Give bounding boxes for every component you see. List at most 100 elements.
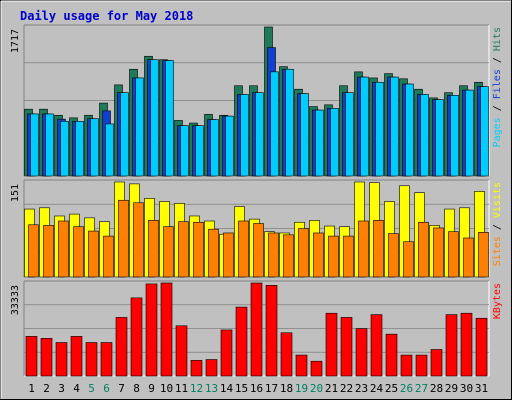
bar-kbytes-day-13 <box>205 359 218 377</box>
x-axis-labels: 1 2 3 4 5 6 7 8 9 10 11 12 13 14 15 16 17 18 19 20 21 22 23 24 2… <box>28 382 488 395</box>
bar-kbytes-day-20 <box>310 360 323 377</box>
x-tick-label-day-9: 9 <box>148 382 155 395</box>
bar-pages-day-25 <box>390 76 399 177</box>
bar-pages-day-26 <box>405 83 414 177</box>
bar-pages-day-2 <box>45 113 54 177</box>
bar-pages-day-4 <box>75 121 84 177</box>
x-tick-label-day-12: 12 <box>190 382 203 395</box>
bar-kbytes-day-15 <box>235 306 248 377</box>
bar-sites-day-7 <box>118 199 129 278</box>
bar-pages-day-24 <box>375 81 384 177</box>
x-tick-label-day-8: 8 <box>133 382 140 395</box>
panel-legend: Pages / Files / Hits <box>492 27 503 147</box>
bar-pages-day-18 <box>285 68 294 177</box>
bar-kbytes-day-3 <box>55 342 68 377</box>
x-tick-label-day-21: 21 <box>325 382 338 395</box>
panel-middle: 151 Sites / Visits <box>10 179 503 278</box>
bar-kbytes-day-22 <box>340 317 353 377</box>
bar-kbytes-day-9 <box>145 283 158 377</box>
bar-sites-day-28 <box>433 227 444 278</box>
bar-kbytes-day-29 <box>445 314 458 377</box>
bar-kbytes-day-6 <box>100 342 113 377</box>
bar-kbytes-day-10 <box>160 282 173 377</box>
bar-kbytes-day-23 <box>355 328 368 377</box>
bar-kbytes-day-12 <box>190 360 203 377</box>
legend-separator: / <box>492 218 503 236</box>
bar-sites-day-24 <box>373 220 384 278</box>
bar-kbytes-day-27 <box>415 354 428 377</box>
bar-pages-day-30 <box>465 89 474 177</box>
bar-kbytes-day-19 <box>295 354 308 377</box>
chart-panels: 1717 Pages / Files / Hits 151 Sites / Visit… <box>10 24 503 377</box>
x-tick-label-day-1: 1 <box>28 382 35 395</box>
bar-sites-day-26 <box>403 241 414 278</box>
x-tick-label-day-24: 24 <box>370 382 384 395</box>
bar-pages-day-15 <box>240 94 249 177</box>
x-tick-label-day-4: 4 <box>73 382 80 395</box>
x-tick-label-day-15: 15 <box>235 382 248 395</box>
x-tick-label-day-31: 31 <box>475 382 488 395</box>
bar-kbytes-day-14 <box>220 329 233 377</box>
bar-pages-day-3 <box>60 121 69 177</box>
bar-kbytes-day-1 <box>25 336 38 377</box>
bar-pages-day-10 <box>165 60 174 177</box>
legend-kbytes: KBytes <box>492 283 503 319</box>
legend-visits: Visits <box>492 182 503 218</box>
bar-kbytes-day-25 <box>385 333 398 377</box>
bar-sites-day-6 <box>103 235 114 278</box>
bar-sites-day-31 <box>478 232 489 278</box>
panel-legend: Sites / Visits <box>492 182 503 266</box>
x-tick-label-day-7: 7 <box>118 382 125 395</box>
bar-pages-day-8 <box>135 77 144 177</box>
bar-sites-day-1 <box>28 224 39 278</box>
bar-pages-day-29 <box>450 94 459 177</box>
x-tick-label-day-27: 27 <box>415 382 428 395</box>
legend-files: Files <box>492 69 503 99</box>
x-tick-label-day-25: 25 <box>385 382 398 395</box>
x-tick-label-day-22: 22 <box>340 382 353 395</box>
panel-max-label: 151 <box>10 184 21 202</box>
bar-pages-day-9 <box>150 59 159 177</box>
bar-sites-day-23 <box>358 220 369 278</box>
bar-pages-day-13 <box>210 119 219 177</box>
x-tick-label-day-26: 26 <box>400 382 413 395</box>
bar-sites-day-12 <box>193 221 204 278</box>
bar-kbytes-day-28 <box>430 349 443 377</box>
x-tick-label-day-2: 2 <box>43 382 50 395</box>
panel-max-label: 33333 <box>10 285 21 315</box>
bar-sites-day-29 <box>448 231 459 278</box>
x-tick-label-day-17: 17 <box>265 382 278 395</box>
bar-sites-day-22 <box>343 235 354 278</box>
bar-pages-day-27 <box>420 94 429 177</box>
bar-kbytes-day-2 <box>40 338 53 377</box>
bar-pages-day-5 <box>90 118 99 177</box>
bar-sites-day-27 <box>418 221 429 278</box>
x-tick-label-day-29: 29 <box>445 382 458 395</box>
bar-pages-day-7 <box>120 92 129 177</box>
bar-sites-day-4 <box>73 226 84 278</box>
legend-sites: Sites <box>492 236 503 266</box>
bar-pages-day-20 <box>315 109 324 177</box>
panel-max-label: 1717 <box>10 29 21 53</box>
bar-kbytes-day-4 <box>70 336 83 377</box>
x-tick-label-day-18: 18 <box>280 382 293 395</box>
bar-pages-day-12 <box>195 125 204 177</box>
bar-kbytes-day-31 <box>475 317 488 377</box>
x-tick-label-day-5: 5 <box>88 382 95 395</box>
bar-sites-day-2 <box>43 225 54 278</box>
bar-kbytes-day-24 <box>370 314 383 377</box>
bar-pages-day-21 <box>330 108 339 177</box>
x-tick-label-day-6: 6 <box>103 382 110 395</box>
bar-kbytes-day-16 <box>250 282 263 377</box>
bar-sites-day-10 <box>163 226 174 278</box>
bar-sites-day-25 <box>388 233 399 278</box>
bar-sites-day-19 <box>298 228 309 278</box>
bar-sites-day-14 <box>223 232 234 278</box>
legend-separator: / <box>492 99 503 117</box>
bar-kbytes-day-11 <box>175 325 188 377</box>
x-tick-label-day-14: 14 <box>220 382 234 395</box>
bar-sites-day-15 <box>238 220 249 278</box>
x-tick-label-day-20: 20 <box>310 382 323 395</box>
bar-sites-day-3 <box>58 220 69 278</box>
x-tick-label-day-30: 30 <box>460 382 473 395</box>
